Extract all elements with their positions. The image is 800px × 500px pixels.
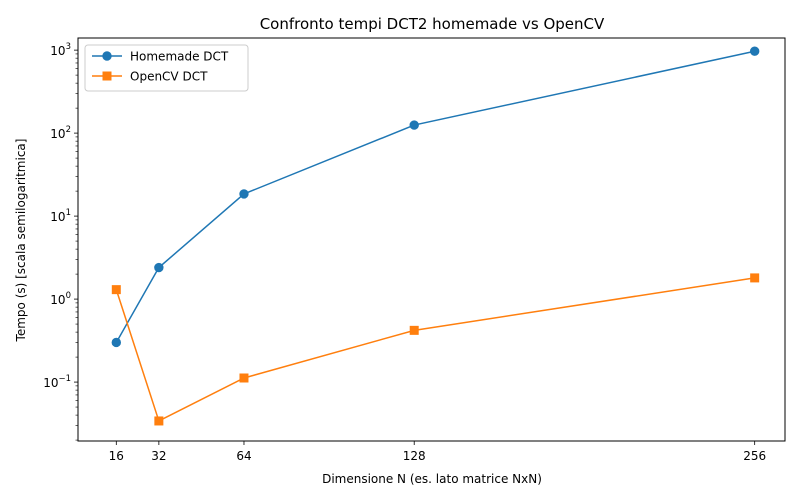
data-point — [750, 273, 760, 283]
legend-box — [84, 44, 249, 92]
data-point — [154, 262, 164, 273]
chart-title: Confronto tempi DCT2 homemade vs OpenCV — [260, 15, 605, 33]
legend-entry: Homemade DCT — [130, 50, 229, 64]
series-line — [115, 50, 755, 343]
data-point — [154, 416, 164, 426]
data-point — [239, 373, 249, 383]
x-axis: 16 32 64 128 256 — [109, 441, 766, 463]
y-tick-label: 100 — [50, 291, 71, 307]
series-layer — [111, 46, 760, 426]
legend-marker — [102, 71, 112, 81]
y-tick-label: 101 — [50, 208, 71, 224]
y-axis: 10−1 100 101 102 103 — [43, 42, 78, 441]
series-0 — [111, 46, 760, 348]
y-tick-label: 102 — [50, 125, 71, 141]
x-tick-label: 64 — [236, 449, 251, 463]
x-tick-label: 16 — [109, 449, 124, 463]
legend-marker — [102, 51, 112, 61]
data-point — [749, 46, 760, 56]
data-point — [409, 325, 419, 335]
x-tick-label: 32 — [151, 449, 166, 463]
x-tick-label: 256 — [743, 449, 766, 463]
legend-entry: OpenCV DCT — [130, 70, 208, 84]
legend: Homemade DCT OpenCV DCT — [84, 44, 249, 92]
x-axis-label: Dimensione N (es. lato matrice NxN) — [322, 472, 542, 486]
y-axis-label: Tempo (s) [scala semilogaritmica] — [14, 139, 28, 343]
y-tick-label: 103 — [50, 42, 71, 58]
series-1 — [111, 273, 760, 426]
data-point — [111, 337, 122, 348]
series-line — [115, 277, 755, 423]
y-tick-label: 10−1 — [43, 374, 71, 390]
data-point — [409, 120, 419, 130]
x-tick-label: 128 — [403, 449, 426, 463]
data-point — [239, 189, 249, 199]
data-point — [111, 285, 121, 295]
plot-area — [77, 37, 786, 442]
